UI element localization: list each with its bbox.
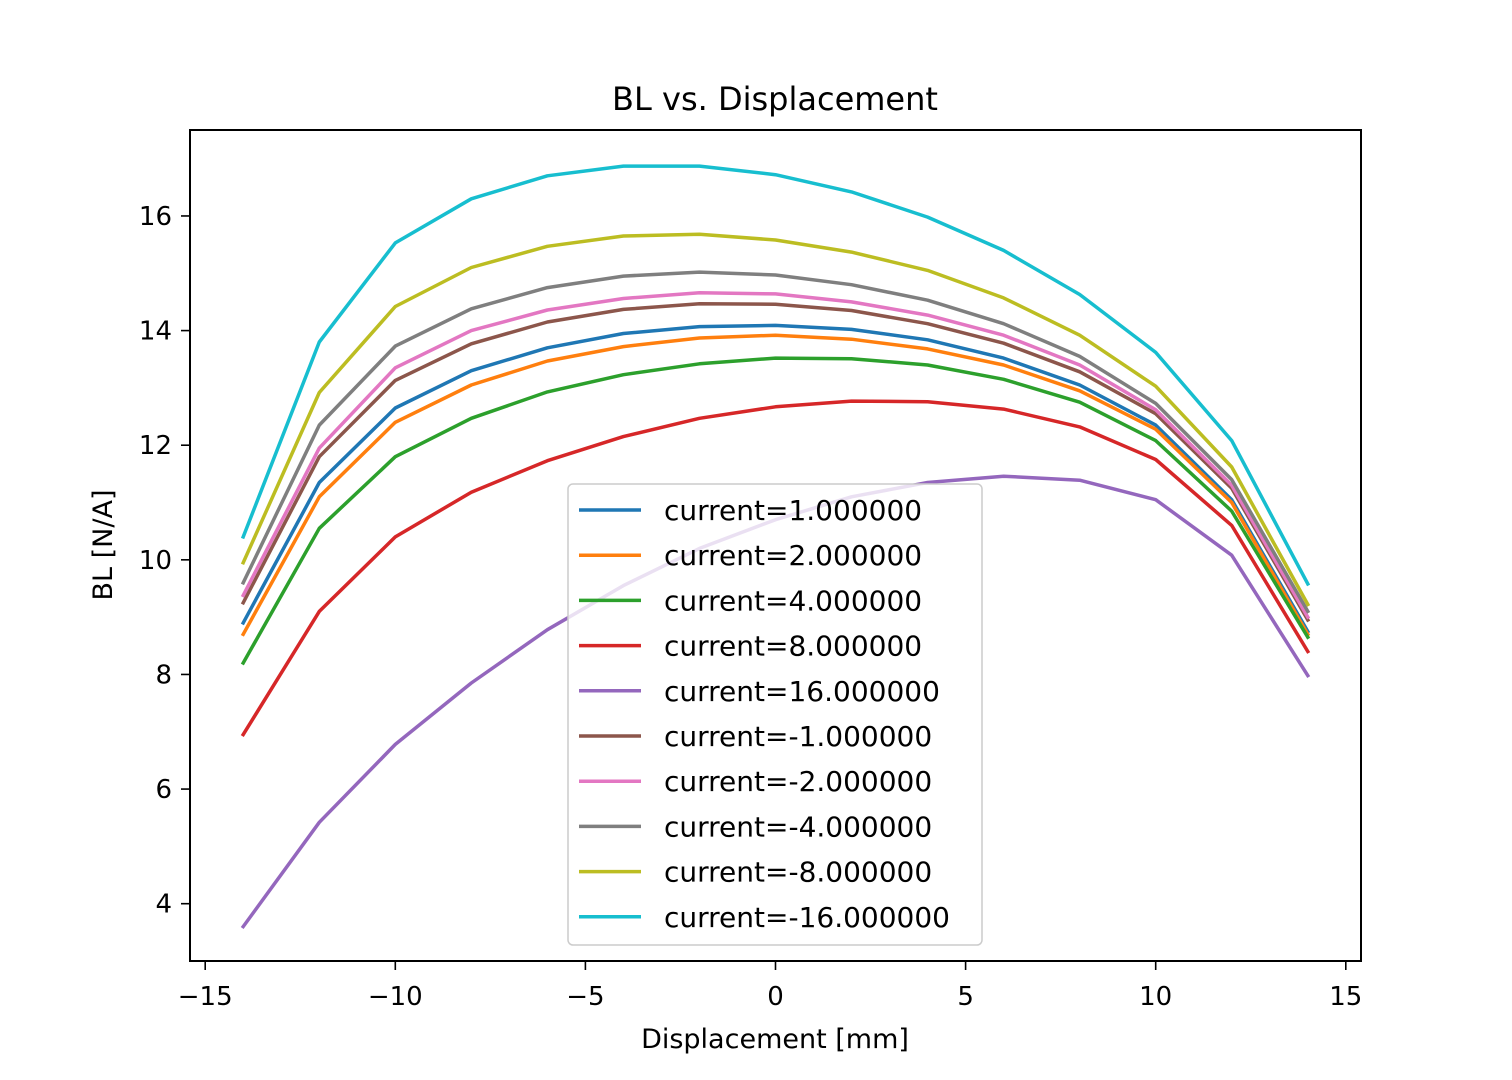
legend-entry-label: current=4.000000	[664, 584, 922, 617]
y-tick-label: 16	[139, 202, 172, 232]
y-tick-label: 4	[155, 890, 172, 920]
legend-box	[567, 483, 983, 946]
x-tick-label: −15	[178, 982, 233, 1012]
legend-entry-label: current=-8.000000	[664, 856, 932, 889]
series-line-10	[240, 164, 1311, 587]
series-line-4	[240, 399, 1311, 738]
legend-entry-label: current=-2.000000	[664, 765, 932, 798]
legend-entry-label: current=8.000000	[664, 630, 922, 663]
y-tick-label: 14	[139, 317, 172, 347]
x-tick-label: 15	[1329, 982, 1362, 1012]
x-axis-ticks: −15 −10 −5 0 5 10 15	[178, 961, 1362, 1012]
y-tick-label: 8	[155, 660, 172, 690]
x-tick-label: 5	[957, 982, 974, 1012]
x-tick-label: 0	[767, 982, 784, 1012]
legend-entry-label: current=16.000000	[664, 675, 940, 708]
y-tick-label: 12	[139, 431, 172, 461]
legend-entry-label: current=-16.000000	[664, 901, 950, 934]
x-tick-label: −10	[368, 982, 423, 1012]
series-line-1	[240, 323, 1311, 634]
plot-area-frame	[189, 129, 1362, 962]
y-axis-ticks: 4 6 8 10 12 14 16	[139, 202, 190, 920]
legend-entry-label: current=-4.000000	[664, 810, 932, 843]
series-line-6	[240, 301, 1311, 623]
series-line-3	[240, 356, 1311, 666]
legend-entry-label: current=2.000000	[664, 539, 922, 572]
series-line-9	[240, 232, 1311, 607]
legend-entry-label: current=1.000000	[664, 494, 922, 527]
x-tick-label: 10	[1139, 982, 1172, 1012]
series-lines	[240, 164, 1311, 930]
chart-title: BL vs. Displacement	[612, 80, 938, 118]
legend: current=1.000000 current=2.000000 current=…	[567, 483, 983, 946]
y-axis-label: BL [N/A]	[88, 490, 119, 601]
y-tick-label: 6	[155, 775, 172, 805]
series-line-8	[240, 270, 1311, 614]
legend-entry-label: current=-1.000000	[664, 720, 932, 753]
y-tick-label: 10	[139, 546, 172, 576]
x-tick-label: −5	[566, 982, 604, 1012]
x-axis-label: Displacement [mm]	[641, 1024, 909, 1055]
series-line-2	[240, 333, 1311, 637]
series-line-7	[240, 291, 1311, 620]
